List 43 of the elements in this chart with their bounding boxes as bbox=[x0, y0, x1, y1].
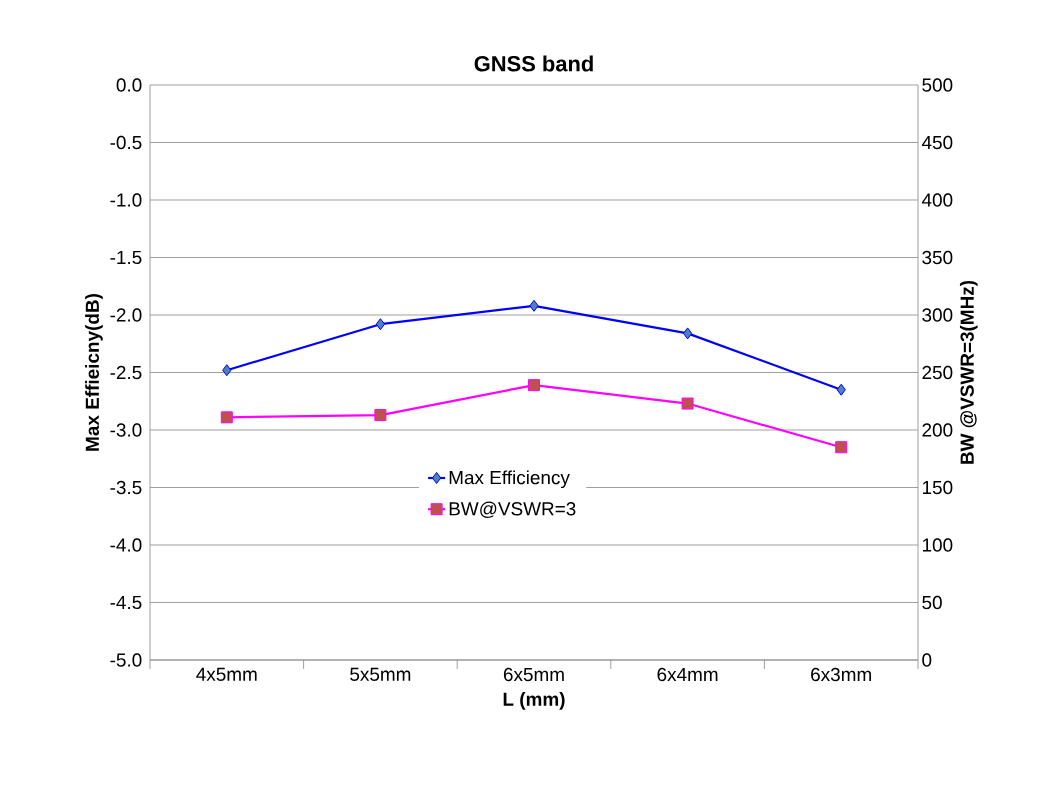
x-tick-label: 6x5mm bbox=[503, 667, 564, 682]
legend-label: BW@VSWR=3 bbox=[449, 501, 576, 518]
y-tick-label: -1.5 bbox=[110, 250, 142, 265]
point bbox=[375, 318, 386, 331]
y2-tick-label: 150 bbox=[922, 480, 953, 495]
point bbox=[374, 409, 387, 422]
y2-tick-label: 300 bbox=[922, 308, 953, 322]
y2-tick-label: 350 bbox=[922, 250, 953, 265]
chart-title: GNSS band bbox=[474, 55, 593, 72]
point bbox=[528, 379, 540, 392]
y2-tick-label: 50 bbox=[922, 595, 942, 610]
y-tick-label: 0.0 bbox=[116, 78, 142, 92]
y2-tick-label: 100 bbox=[922, 538, 953, 552]
point bbox=[222, 364, 232, 377]
y2-tick-label: 400 bbox=[921, 193, 953, 207]
y-tick-label: -3.0 bbox=[110, 423, 142, 437]
y2-axis-title: BW @VSWR=3(MHz) bbox=[959, 280, 978, 464]
y-tick-label: -0.5 bbox=[110, 135, 142, 150]
y2-tick-label: 500 bbox=[922, 78, 953, 92]
x-axis-title: L (mm) bbox=[503, 692, 565, 710]
point bbox=[682, 327, 693, 340]
y2-tick-label: 250 bbox=[922, 365, 953, 380]
y-tick-label: -3.5 bbox=[110, 480, 142, 495]
y-tick-label: -5.0 bbox=[110, 653, 142, 667]
x-tick-label: 5x5mm bbox=[350, 667, 411, 681]
y2-tick-label: 200 bbox=[922, 423, 953, 437]
point bbox=[836, 383, 846, 396]
y2-tick-label: 0 bbox=[922, 653, 932, 667]
legend-label: Max Efficiency bbox=[449, 470, 570, 489]
y-tick-label: -4.5 bbox=[110, 595, 142, 610]
x-tick-label: 6x3mm bbox=[811, 667, 871, 682]
point bbox=[835, 441, 848, 454]
x-tick-label: 6x4mm bbox=[657, 667, 718, 682]
point bbox=[681, 397, 694, 410]
y-tick-label: -1.0 bbox=[110, 193, 142, 207]
point bbox=[529, 299, 539, 312]
y-tick-label: -4.0 bbox=[110, 538, 142, 552]
y-tick-label: -2.5 bbox=[110, 365, 142, 380]
y-tick-label: -2.0 bbox=[110, 308, 142, 322]
x-tick-label: 4x5mm bbox=[196, 667, 257, 681]
point bbox=[220, 411, 233, 424]
y2-tick-label: 450 bbox=[921, 135, 953, 150]
y-axis-title: Max Effieicny(dB) bbox=[85, 294, 103, 451]
